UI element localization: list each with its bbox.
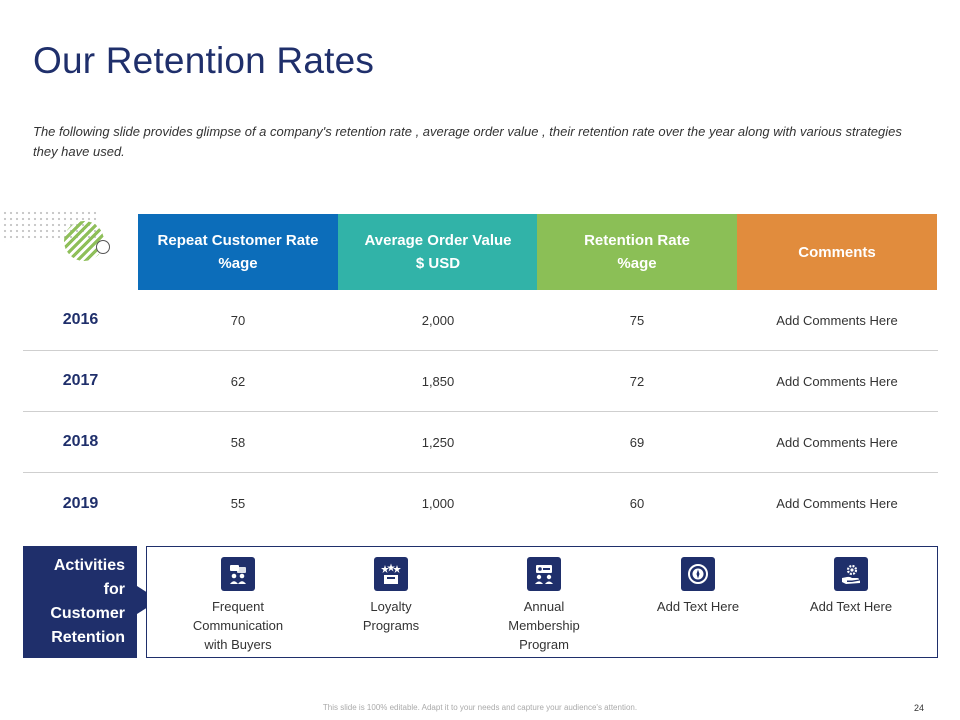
compass-icon — [681, 557, 715, 591]
table-row: 2017 62 1,850 72 Add Comments Here — [23, 351, 938, 412]
hand-gear-icon — [834, 557, 868, 591]
row-year: 2018 — [62, 433, 99, 450]
header-average-order-value: Average Order Value $ USD — [338, 214, 538, 290]
row-year: 2016 — [62, 311, 99, 328]
activities-label-line: for — [103, 581, 125, 598]
activity-text-line: Annual — [523, 599, 565, 614]
activity-item: Frequent Communication with Buyers — [178, 557, 298, 654]
membership-card-icon — [527, 557, 561, 591]
header-repeat-customer-rate: Repeat Customer Rate %age — [138, 214, 338, 290]
table-row: 2019 55 1,000 60 Add Comments Here — [23, 473, 938, 534]
cell-order-value: 1,000 — [421, 496, 455, 511]
footer-note: This slide is 100% editable. Adapt it to… — [322, 703, 638, 712]
activity-text-line: Frequent — [211, 599, 265, 614]
activity-item: Add Text Here — [638, 557, 758, 616]
activity-item: Loyalty Programs — [331, 557, 451, 635]
cell-retention-rate: 75 — [629, 312, 645, 328]
activities-label: Activities for Customer Retention — [23, 546, 137, 658]
row-year: 2019 — [62, 494, 99, 512]
cell-repeat-rate: 55 — [230, 496, 246, 511]
activities-label-line: Customer — [50, 605, 125, 622]
cell-repeat-rate: 58 — [230, 434, 246, 450]
activity-item: Annual Membership Program — [484, 557, 604, 654]
activity-text-line: Program — [519, 637, 569, 652]
cell-repeat-rate: 70 — [230, 312, 246, 328]
award-stars-icon — [374, 557, 408, 591]
activity-text-line: with Buyers — [204, 637, 272, 652]
page-number: 24 — [913, 703, 924, 713]
table-row: 2016 70 2,000 75 Add Comments Here — [23, 290, 938, 351]
activity-text-line: Membership — [508, 618, 580, 633]
cell-comment: Add Comments Here — [776, 373, 898, 389]
cell-repeat-rate: 62 — [230, 373, 246, 389]
header-line-2: %age — [218, 255, 258, 272]
header-retention-rate: Retention Rate %age — [537, 214, 737, 290]
cell-order-value: 2,000 — [421, 312, 455, 328]
header-line-2: $ USD — [415, 255, 461, 272]
activities-label-line: Retention — [51, 629, 125, 646]
chat-group-icon — [221, 557, 255, 591]
header-line-1: Comments — [798, 243, 876, 261]
header-line-2: %age — [617, 255, 657, 272]
slide-title: Our Retention Rates — [33, 40, 375, 81]
slide-subtitle: The following slide provides glimpse of … — [33, 124, 902, 159]
outline-circle-decoration — [96, 240, 110, 254]
row-year: 2017 — [62, 372, 99, 389]
header-line-1: Repeat Customer Rate — [157, 232, 319, 249]
cell-comment: Add Comments Here — [776, 434, 898, 450]
cell-order-value: 1,250 — [421, 434, 455, 450]
cell-comment: Add Comments Here — [776, 312, 898, 328]
cell-retention-rate: 69 — [629, 434, 645, 450]
activity-text-line: Programs — [362, 618, 420, 633]
cell-retention-rate: 60 — [629, 496, 645, 511]
activity-text-line: Loyalty — [370, 599, 412, 614]
cell-order-value: 1,850 — [421, 373, 455, 389]
activities-label-line: Activities — [53, 557, 125, 574]
header-line-1: Retention Rate — [584, 232, 690, 249]
activity-item: Add Text Here — [791, 557, 911, 616]
activity-text-line: Add Text Here — [656, 599, 740, 614]
activity-text-line: Add Text Here — [809, 599, 893, 614]
cell-comment: Add Comments Here — [776, 496, 898, 511]
header-comments: Comments — [737, 214, 937, 290]
table-row: 2018 58 1,250 69 Add Comments Here — [23, 412, 938, 473]
cell-retention-rate: 72 — [629, 373, 645, 389]
header-line-1: Average Order Value — [364, 232, 512, 249]
activities-box: Frequent Communication with Buyers Loyal… — [146, 546, 938, 658]
activity-text-line: Communication — [192, 618, 284, 633]
